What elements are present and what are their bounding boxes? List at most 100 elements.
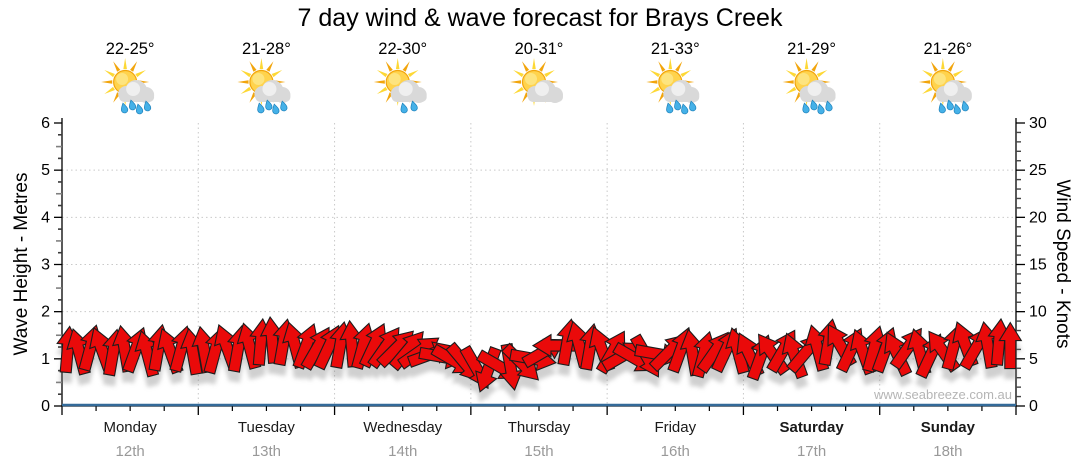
day-label: Tuesday: [238, 419, 295, 436]
cloud-icon: [935, 80, 972, 103]
sun-ray-icon: [271, 70, 283, 78]
right-tick-label: 5: [1029, 351, 1038, 368]
raindrop-icon: [938, 102, 946, 114]
sun-ray-icon: [407, 70, 419, 78]
cloud-icon: [799, 80, 836, 103]
left-tick-label: 3: [41, 257, 50, 274]
sun-ray-icon: [376, 70, 388, 78]
weather-icon: [782, 58, 836, 115]
sun-ray-icon: [658, 61, 666, 72]
sun-ray-icon: [544, 70, 555, 78]
raindrop-icon: [280, 100, 288, 112]
sun-highlight-icon: [797, 73, 810, 85]
sun-ray-icon: [130, 61, 138, 72]
sun-ray-icon: [376, 86, 388, 94]
sun-highlight-icon: [525, 73, 537, 85]
left-tick-label: 5: [41, 162, 50, 179]
raindrop-icon: [128, 99, 137, 111]
day-label: Friday: [654, 419, 696, 436]
sun-ray-icon: [538, 61, 546, 72]
sun-ray-icon: [104, 70, 115, 78]
sun-ray-icon: [101, 80, 113, 84]
sun-ray-icon: [402, 61, 410, 72]
raindrop-icon: [953, 103, 961, 115]
right-tick-label: 15: [1029, 257, 1047, 274]
sun-ray-icon: [930, 61, 938, 72]
raindrop-icon: [265, 99, 273, 111]
sun-ray-icon: [240, 86, 252, 94]
raindrop-icon: [946, 99, 954, 111]
sun-ray-icon: [104, 86, 115, 94]
sun-ray-icon: [941, 58, 945, 70]
day-label: Thursday: [508, 419, 571, 436]
sun-highlight-icon: [116, 73, 129, 85]
wind-arrow: [998, 321, 1023, 370]
sun-ray-icon: [804, 58, 809, 70]
date-label: 15th: [524, 443, 553, 460]
right-tick-label: 25: [1029, 162, 1047, 179]
sun-ray-icon: [680, 70, 692, 78]
cloud-icon: [663, 80, 700, 103]
right-tick-label: 20: [1029, 209, 1047, 226]
day-label: Saturday: [779, 419, 844, 436]
sun-ray-icon: [240, 70, 252, 78]
day-labels: Monday 12th Tuesday 13th Wednesday 14th Thursd…: [103, 419, 975, 460]
temperature-label: 21-28°: [242, 40, 291, 58]
chart-title: 7 day wind & wave forecast for Brays Cre…: [297, 4, 783, 32]
date-label: 16th: [661, 443, 690, 460]
date-label: 17th: [797, 443, 826, 460]
raindrop-icon: [135, 103, 144, 115]
raindrop-icon: [674, 99, 682, 111]
weather-icon: [510, 58, 563, 106]
sun-ray-icon: [259, 58, 264, 70]
sun-ray-icon: [135, 70, 146, 78]
sun-ray-icon: [785, 70, 797, 78]
sun-ray-icon: [385, 61, 393, 72]
sun-ray-icon: [395, 58, 400, 70]
sun-ray-icon: [532, 58, 536, 70]
weather-icon: [918, 58, 972, 115]
sun-ray-icon: [922, 70, 933, 78]
sun-ray-icon: [947, 61, 955, 72]
left-tick-label: 2: [41, 304, 50, 321]
day-label: Sunday: [921, 419, 976, 436]
raindrop-icon: [810, 99, 818, 111]
sun-ray-icon: [811, 61, 819, 72]
raindrop-icon: [257, 102, 265, 114]
sun-ray-icon: [649, 86, 661, 94]
raindrop-icon: [272, 103, 280, 115]
sun-ray-icon: [373, 80, 385, 84]
day-headers: 22-25° 21-28° 22-30° 20-31° 21-33° 21-29° 21-2…: [106, 40, 973, 58]
sun-ray-icon: [816, 70, 828, 78]
date-label: 13th: [252, 443, 281, 460]
sun-ray-icon: [785, 86, 797, 94]
left-tick-label: 4: [41, 209, 50, 226]
sun-ray-icon: [513, 86, 524, 94]
temperature-label: 22-30°: [378, 40, 427, 58]
weather-icon: [237, 58, 291, 115]
sun-ray-icon: [513, 70, 524, 78]
sun-ray-icon: [675, 61, 683, 72]
cloud-icon: [254, 80, 291, 103]
right-tick-label: 10: [1029, 304, 1047, 321]
cloud-icon: [527, 80, 563, 103]
raindrop-icon: [689, 100, 697, 112]
raindrop-icon: [410, 100, 418, 112]
sun-ray-icon: [266, 61, 274, 72]
sun-ray-icon: [113, 61, 121, 72]
raindrop-icon: [681, 103, 689, 115]
weather-icon: [646, 58, 700, 115]
temperature-label: 21-26°: [923, 40, 972, 58]
date-label: 14th: [388, 443, 417, 460]
sun-ray-icon: [668, 58, 673, 70]
sun-highlight-icon: [933, 73, 946, 85]
left-tick-label: 1: [41, 351, 50, 368]
day-label: Monday: [103, 419, 157, 436]
raindrop-icon: [666, 102, 674, 114]
weather-icon: [101, 58, 155, 115]
left-tick-label: 6: [41, 115, 50, 132]
temperature-label: 20-31°: [515, 40, 564, 58]
raindrop-icon: [817, 103, 825, 115]
raindrop-icon: [825, 100, 833, 112]
